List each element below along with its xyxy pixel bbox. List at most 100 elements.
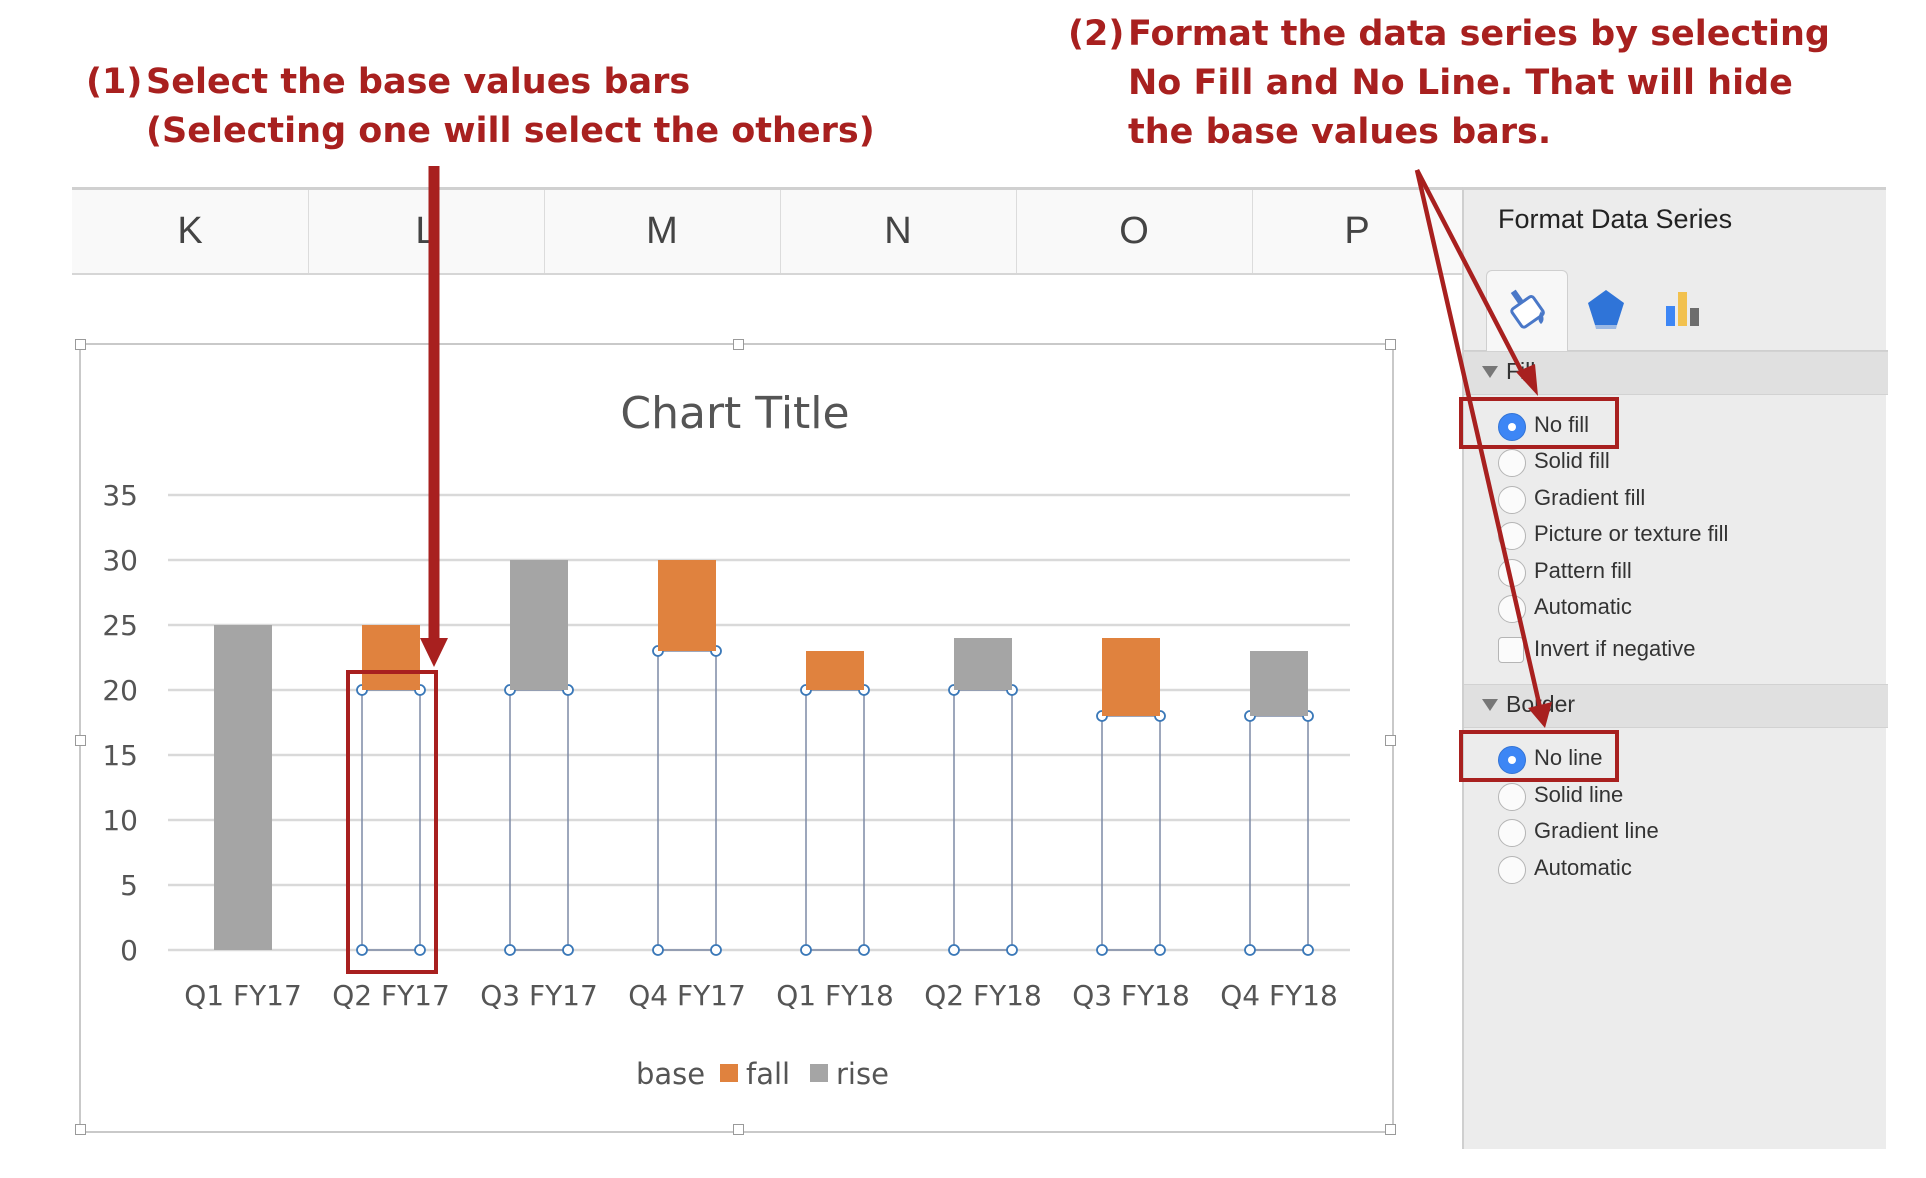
selection-handle[interactable] [1154, 944, 1166, 956]
radio-label: Automatic [1534, 855, 1632, 880]
bar-base[interactable] [1101, 715, 1161, 951]
x-tick-label: Q3 FY17 [480, 979, 598, 1012]
resize-handle-top-right[interactable] [1385, 339, 1396, 350]
bar-base[interactable] [1249, 715, 1309, 951]
column-header-row: K L M N O P [72, 187, 1462, 275]
selection-handle[interactable] [562, 944, 574, 956]
bar-fall[interactable] [362, 625, 420, 690]
selection-handle[interactable] [356, 944, 368, 956]
selection-handle[interactable] [1302, 944, 1314, 956]
legend-swatch [810, 1064, 828, 1082]
annotation-step1-line1: Select the base values bars [146, 62, 691, 102]
legend-swatch [720, 1064, 738, 1082]
annotation-step2-number: (2) [1068, 14, 1125, 54]
column-header-p[interactable]: P [1344, 210, 1370, 252]
x-tick-label: Q1 FY18 [776, 979, 894, 1012]
highlight-base-bar [346, 670, 438, 974]
radio-icon[interactable] [1498, 783, 1526, 811]
fill-line-icon [1510, 289, 1545, 329]
annotation-step1-number: (1) [86, 62, 143, 102]
bar-fall[interactable] [1102, 638, 1160, 716]
x-tick-label: Q4 FY17 [628, 979, 746, 1012]
radio-label: Picture or texture fill [1534, 521, 1729, 546]
selection-handle[interactable] [710, 944, 722, 956]
bar-rise[interactable] [510, 560, 568, 690]
radio-label: Automatic [1534, 594, 1632, 619]
tab-fill-line[interactable] [1486, 270, 1568, 351]
legend-label-rise[interactable]: rise [836, 1057, 889, 1091]
column-header-o[interactable]: O [1016, 190, 1253, 273]
selection-handle[interactable] [652, 944, 664, 956]
chart-title[interactable]: Chart Title [620, 388, 849, 439]
radio-icon[interactable] [1498, 522, 1526, 550]
selection-handle[interactable] [800, 944, 812, 956]
collapse-triangle-icon [1482, 366, 1498, 378]
y-tick-label: 0 [120, 934, 138, 967]
resize-handle-top-left[interactable] [75, 339, 86, 350]
section-border-label: Border [1506, 691, 1576, 717]
column-header-m[interactable]: M [544, 190, 781, 273]
column-header-k[interactable]: K [72, 190, 309, 273]
resize-handle-right[interactable] [1385, 735, 1396, 746]
tab-effects[interactable] [1566, 270, 1646, 350]
resize-handle-left[interactable] [75, 735, 86, 746]
checkbox-label: Invert if negative [1534, 636, 1696, 661]
annotation-step2-line3: the base values bars. [1128, 112, 1552, 152]
bar-fall[interactable] [806, 651, 864, 690]
selection-handle[interactable] [504, 944, 516, 956]
bar-rise[interactable] [1250, 651, 1308, 716]
collapse-triangle-icon [1482, 699, 1498, 711]
section-fill[interactable]: Fill [1464, 351, 1888, 395]
annotation-step2-line1: Format the data series by selecting [1128, 14, 1830, 54]
x-tick-label: Q4 FY18 [1220, 979, 1338, 1012]
y-tick-label: 25 [102, 609, 138, 642]
x-tick-label: Q1 FY17 [184, 979, 302, 1012]
selection-handle[interactable] [1244, 944, 1256, 956]
radio-icon[interactable] [1498, 559, 1526, 587]
radio-label: Solid fill [1534, 448, 1610, 473]
legend-label-fall[interactable]: fall [746, 1057, 790, 1091]
selection-handle[interactable] [858, 944, 870, 956]
radio-icon[interactable] [1498, 595, 1526, 623]
annotation-step2-line2: No Fill and No Line. That will hide [1128, 63, 1793, 103]
bar-rise[interactable] [214, 625, 272, 950]
radio-label: Gradient line [1534, 818, 1659, 843]
format-data-series-pane: Format Data Series [1462, 187, 1888, 1149]
y-tick-label: 30 [102, 544, 138, 577]
section-border[interactable]: Border [1464, 684, 1888, 728]
waterfall-chart[interactable] [75, 339, 1396, 1135]
y-tick-label: 5 [120, 869, 138, 902]
resize-handle-bottom-right[interactable] [1385, 1124, 1396, 1135]
selection-handle[interactable] [1096, 944, 1108, 956]
resize-handle-bottom[interactable] [733, 1124, 744, 1135]
section-fill-label: Fill [1506, 358, 1536, 384]
annotation-step1-line2: (Selecting one will select the others) [146, 111, 875, 151]
bar-rise[interactable] [954, 638, 1012, 690]
highlight-no-line [1459, 730, 1619, 782]
radio-selected-icon[interactable] [1498, 746, 1526, 774]
radio-icon[interactable] [1498, 449, 1526, 477]
bar-base[interactable] [657, 650, 717, 951]
resize-handle-bottom-left[interactable] [75, 1124, 86, 1135]
radio-label: No line [1534, 745, 1603, 770]
selection-handle[interactable] [1006, 944, 1018, 956]
selection-handle[interactable] [414, 944, 426, 956]
bar-fall[interactable] [658, 560, 716, 651]
effects-icon [1588, 290, 1624, 329]
y-tick-label: 10 [102, 804, 138, 837]
pane-tabs [1464, 270, 1888, 351]
column-header-n[interactable]: N [780, 190, 1017, 273]
radio-icon[interactable] [1498, 856, 1526, 884]
tab-series-options[interactable] [1646, 270, 1726, 350]
radio-icon[interactable] [1498, 819, 1526, 847]
checkbox-icon[interactable] [1498, 637, 1524, 663]
y-tick-label: 15 [102, 739, 138, 772]
radio-label: Gradient fill [1534, 485, 1646, 510]
legend-label-base[interactable]: base [636, 1057, 705, 1091]
pane-title: Format Data Series [1498, 204, 1733, 234]
radio-icon[interactable] [1498, 486, 1526, 514]
resize-handle-top[interactable] [733, 339, 744, 350]
series-options-icon [1666, 292, 1699, 326]
selection-handle[interactable] [948, 944, 960, 956]
